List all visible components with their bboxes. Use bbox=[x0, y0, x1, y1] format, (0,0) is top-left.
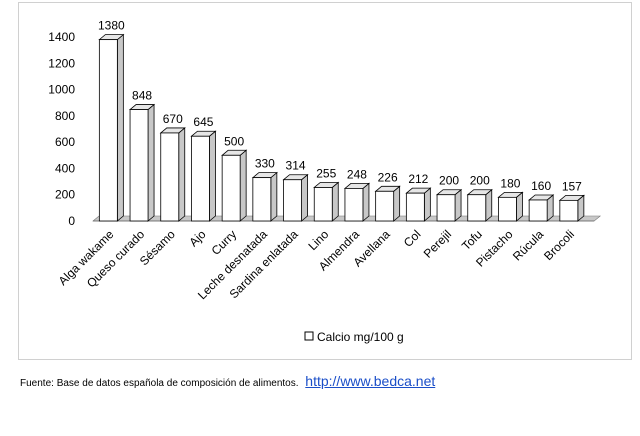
bar-12 bbox=[435, 188, 463, 222]
bar-front bbox=[160, 132, 180, 222]
y-tick-label: 600 bbox=[55, 135, 75, 149]
y-tick-label: 800 bbox=[55, 109, 75, 123]
bar-side bbox=[178, 127, 186, 222]
y-tick-label: 200 bbox=[55, 188, 75, 202]
bar-side bbox=[423, 187, 431, 222]
data-label: 160 bbox=[531, 179, 551, 193]
bar-side bbox=[239, 149, 247, 222]
bar-side bbox=[209, 130, 216, 222]
bar-6 bbox=[251, 171, 278, 222]
data-label: 212 bbox=[408, 172, 428, 186]
category-label: Tofu bbox=[459, 227, 485, 253]
bar-5 bbox=[221, 149, 248, 222]
data-label: 670 bbox=[163, 112, 183, 126]
bar-3 bbox=[159, 127, 186, 222]
bar-front bbox=[436, 194, 456, 222]
bar-side bbox=[301, 173, 308, 222]
bar-front bbox=[221, 154, 241, 222]
data-label: 645 bbox=[193, 115, 213, 129]
data-label: 255 bbox=[316, 166, 336, 180]
category-label: Lino bbox=[305, 227, 331, 253]
bar-front bbox=[559, 199, 579, 222]
bar-front bbox=[528, 199, 548, 222]
bar-front bbox=[498, 196, 517, 222]
data-label: 248 bbox=[347, 167, 367, 181]
bar-front bbox=[405, 192, 425, 222]
bar-front bbox=[467, 194, 487, 222]
bar-side bbox=[147, 103, 155, 222]
data-label: 200 bbox=[470, 174, 490, 188]
bar-15 bbox=[528, 194, 555, 222]
bar-9 bbox=[343, 182, 371, 222]
bar-front bbox=[344, 188, 364, 222]
bar-front bbox=[283, 179, 302, 222]
legend-label: Calcio mg/100 g bbox=[317, 330, 404, 344]
data-label: 1380 bbox=[98, 19, 125, 33]
bar-side bbox=[393, 185, 401, 222]
data-label: 330 bbox=[255, 157, 275, 171]
bar-10 bbox=[374, 185, 401, 222]
data-label: 180 bbox=[500, 176, 520, 190]
bar-7 bbox=[282, 173, 309, 222]
bar-front bbox=[313, 187, 333, 222]
data-label: 500 bbox=[224, 134, 244, 148]
category-label: Rúcula bbox=[510, 227, 547, 264]
data-label: 314 bbox=[286, 159, 306, 173]
data-label: 226 bbox=[378, 170, 398, 184]
source-text: Fuente: Base de datos española de compos… bbox=[20, 378, 299, 389]
bar-side bbox=[270, 171, 278, 222]
bar-side bbox=[362, 182, 370, 222]
category-label: Brocoli bbox=[541, 227, 577, 263]
y-tick-label: 1000 bbox=[48, 83, 75, 97]
y-tick-label: 1200 bbox=[48, 56, 75, 70]
bar-front bbox=[375, 190, 395, 222]
bar-front bbox=[191, 135, 210, 222]
data-label: 157 bbox=[562, 179, 582, 193]
bar-13 bbox=[466, 188, 493, 222]
chart-frame: 0 200 400 600 800 1000 1200 1400 1380 Alga wakam… bbox=[18, 2, 632, 360]
bar-2 bbox=[128, 103, 156, 222]
bar-front bbox=[252, 177, 272, 222]
bar-4 bbox=[190, 130, 217, 222]
bar-front bbox=[129, 109, 149, 222]
legend-swatch bbox=[304, 331, 314, 341]
data-label: 200 bbox=[439, 174, 459, 188]
category-label: Perejil bbox=[421, 227, 454, 260]
category-label: Col bbox=[401, 227, 424, 250]
category-label: Ajo bbox=[186, 227, 208, 249]
bar-11 bbox=[405, 187, 432, 222]
legend: Calcio mg/100 g bbox=[304, 330, 404, 344]
y-tick-label: 400 bbox=[55, 161, 75, 175]
bar-14 bbox=[497, 191, 524, 222]
bar-side bbox=[116, 33, 124, 222]
bar-1 bbox=[98, 33, 125, 222]
data-label: 848 bbox=[132, 89, 152, 103]
source-note: Fuente: Base de datos española de compos… bbox=[20, 373, 435, 389]
bar-front bbox=[98, 39, 118, 222]
y-tick-label: 0 bbox=[68, 214, 75, 228]
source-link[interactable]: http://www.bedca.net bbox=[305, 373, 436, 389]
bar-8 bbox=[313, 181, 340, 222]
bar-16 bbox=[558, 194, 585, 222]
y-tick-label: 1400 bbox=[48, 30, 75, 44]
bar-side bbox=[331, 181, 339, 222]
